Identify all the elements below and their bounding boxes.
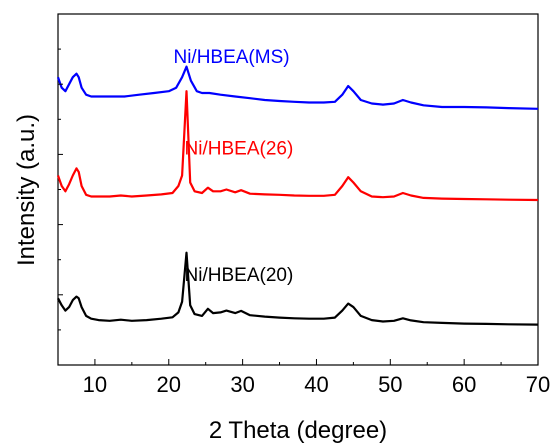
x-tick-label: 30 — [230, 372, 254, 397]
x-tick-label: 60 — [452, 372, 476, 397]
series-label-3: Ni/HBEA(20) — [185, 265, 294, 286]
series-line-2 — [56, 90, 539, 202]
y-axis-title: Intensity (a.u.) — [13, 114, 40, 266]
plot-frame — [57, 13, 539, 366]
series-line-1 — [56, 65, 539, 110]
series-label-1: Ni/HBEA(MS) — [173, 47, 289, 68]
x-tick-label: 50 — [378, 372, 402, 397]
series-layer — [56, 65, 539, 326]
x-axis-title: 2 Theta (degree) — [209, 417, 387, 443]
x-tick-label: 10 — [83, 372, 107, 397]
series-line-3 — [57, 251, 539, 326]
x-tick-label: 70 — [526, 372, 550, 397]
x-tick-label: 20 — [157, 372, 181, 397]
ticks-layer: 10 20 30 40 50 60 70 — [57, 13, 550, 397]
series-label-2: Ni/HBEA(26) — [185, 138, 294, 159]
x-tick-label: 40 — [304, 372, 328, 397]
annotation-layer: Ni/HBEA(MS) Ni/HBEA(26) Ni/HBEA(20) — [173, 47, 293, 286]
